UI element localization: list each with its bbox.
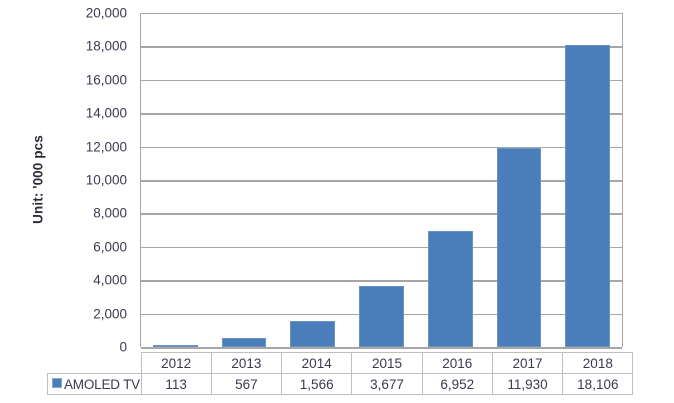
bar-slot (347, 14, 416, 347)
bar-2015[interactable] (359, 285, 404, 347)
table-header-2015: 2015 (351, 352, 423, 374)
gridline (141, 246, 622, 249)
y-axis-tick-label: 18,000 (85, 38, 127, 54)
y-axis-tick-label: 20,000 (85, 5, 127, 21)
table-row-header: 2012 2013 2014 2015 2016 2017 2018 (48, 352, 634, 374)
gridline (141, 113, 622, 115)
y-axis-tick-label: 0 (119, 339, 127, 355)
legend-label: AMOLED TV (64, 376, 140, 392)
bar-series-amoled-tv (141, 14, 622, 347)
y-axis-tick-label: 2,000 (93, 305, 127, 321)
table-cell-2015: 3,677 (351, 373, 423, 395)
plot-area (140, 13, 623, 349)
gridline (141, 347, 622, 349)
bar-2013[interactable] (221, 337, 267, 347)
bar-2017[interactable] (496, 147, 542, 347)
bar-2014[interactable] (290, 320, 336, 347)
bar-2018[interactable] (565, 44, 610, 347)
table-header-2012: 2012 (140, 352, 212, 374)
gridline (141, 79, 622, 82)
y-axis-tick-label: 14,000 (85, 105, 127, 121)
bar-2016[interactable] (427, 230, 473, 347)
bar-2012[interactable] (153, 345, 198, 347)
legend-entry-amoled-tv: AMOLED TV (47, 373, 142, 395)
y-axis-tick-label: 10,000 (85, 172, 127, 188)
table-cell-2017: 11,930 (491, 373, 564, 395)
legend-swatch-icon (52, 378, 62, 389)
table-cell-2016: 6,952 (421, 373, 493, 395)
bar-slot (141, 14, 210, 347)
data-table: 2012 2013 2014 2015 2016 2017 2018 AMOLED TV 1… (47, 352, 634, 395)
y-axis-tick-label: 12,000 (85, 138, 127, 154)
table-header-2013: 2013 (210, 352, 283, 374)
table-corner-cell (48, 353, 142, 374)
gridline (141, 46, 622, 48)
y-axis-tick-label: 4,000 (93, 272, 127, 288)
gridline (141, 180, 622, 182)
y-axis-tick-label: 6,000 (93, 239, 127, 255)
y-axis-tick-label: 16,000 (85, 72, 127, 88)
bar-slot (485, 14, 554, 347)
gridline (141, 213, 622, 215)
bar-slot (553, 14, 622, 347)
table-cell-2018: 18,106 (562, 373, 634, 395)
bar-slot (210, 14, 279, 347)
y-axis-tick-label: 8,000 (93, 205, 127, 221)
gridline (141, 280, 622, 282)
table-header-2018: 2018 (562, 352, 634, 374)
table-cell-2013: 567 (210, 373, 283, 395)
bar-slot (416, 14, 485, 347)
table-header-2014: 2014 (281, 352, 353, 374)
table-cell-2014: 1,566 (281, 373, 353, 395)
bar-slot (278, 14, 347, 347)
table-row: AMOLED TV 113 567 1,566 3,677 6,952 11,930 18,… (47, 373, 634, 395)
y-axis-tick-labels: 20,000 18,000 16,000 14,000 12,000 10,000 8,00… (52, 6, 134, 353)
y-axis-title: Unit: '000 pcs (30, 135, 46, 224)
table-cell-2012: 113 (140, 373, 212, 395)
table-header-2016: 2016 (421, 352, 493, 374)
gridline (141, 146, 622, 149)
table-header-2017: 2017 (491, 352, 564, 374)
